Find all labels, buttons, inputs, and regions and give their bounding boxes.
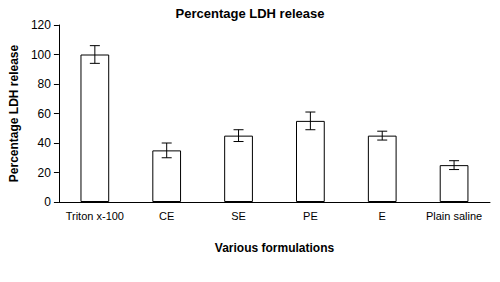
svg-text:SE: SE xyxy=(231,210,246,222)
svg-text:Triton x-100: Triton x-100 xyxy=(66,210,124,222)
svg-text:Plain saline: Plain saline xyxy=(426,210,482,222)
svg-text:20: 20 xyxy=(38,166,52,180)
svg-text:100: 100 xyxy=(31,48,51,62)
svg-text:80: 80 xyxy=(38,77,52,91)
svg-text:PE: PE xyxy=(303,210,318,222)
svg-text:0: 0 xyxy=(44,195,51,209)
svg-text:Percentage LDH release: Percentage LDH release xyxy=(7,44,21,182)
svg-text:120: 120 xyxy=(31,18,51,32)
svg-text:60: 60 xyxy=(38,107,52,121)
svg-text:Percentage LDH release: Percentage LDH release xyxy=(176,6,325,21)
svg-text:Various formulations: Various formulations xyxy=(215,241,335,255)
svg-text:E: E xyxy=(379,210,386,222)
svg-text:CE: CE xyxy=(159,210,174,222)
svg-text:40: 40 xyxy=(38,136,52,150)
